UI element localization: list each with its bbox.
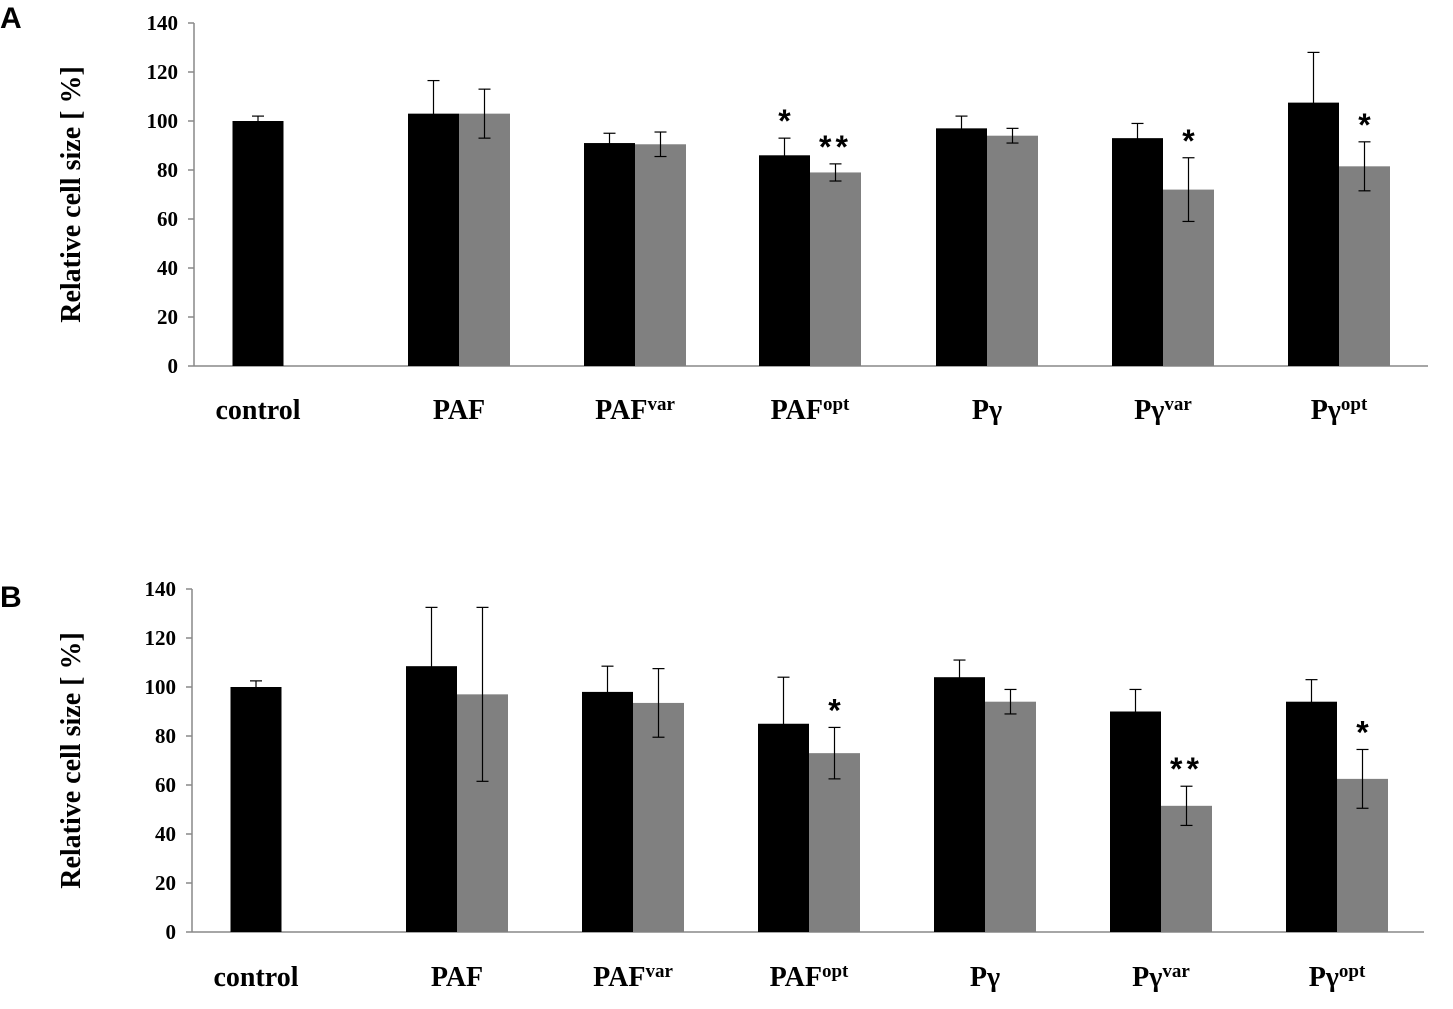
y-axis-label: Relative cell size [ %] [56, 66, 87, 323]
y-tick-label: 120 [145, 626, 177, 650]
y-tick-label: 120 [147, 60, 179, 84]
y-tick-label: 80 [157, 158, 178, 182]
bar-series1 [1112, 138, 1163, 366]
y-tick-label: 40 [155, 822, 176, 846]
bar-series1 [582, 691, 633, 932]
bar-series1 [230, 687, 282, 932]
x-category-label: Pγopt [1309, 961, 1366, 993]
x-category-label: PAFopt [770, 961, 849, 993]
x-category-label: PAFvar [593, 961, 673, 993]
bar-series2 [810, 172, 861, 366]
significance-marker: * [778, 103, 791, 139]
panel-letter: A [0, 2, 22, 35]
bar-series1 [1110, 711, 1161, 932]
x-category-label: Pγ [970, 962, 1000, 993]
y-tick-label: 0 [166, 920, 177, 944]
significance-marker: * [828, 692, 841, 728]
bar-series2 [635, 144, 686, 366]
bar-series1 [934, 677, 985, 932]
y-tick-label: 140 [147, 11, 179, 35]
y-tick-label: 60 [157, 207, 178, 231]
bar-series2 [809, 753, 860, 932]
significance-marker: * [1358, 107, 1371, 143]
significance-marker: ** [1170, 751, 1203, 787]
bar-series1 [759, 155, 810, 366]
bar-series1 [232, 121, 284, 366]
x-category-label: Pγvar [1132, 961, 1190, 993]
y-axis-label: Relative cell size [ %] [56, 632, 87, 889]
y-tick-label: 80 [155, 724, 176, 748]
y-tick-label: 40 [157, 256, 178, 280]
y-tick-label: 60 [155, 773, 176, 797]
bar-series2 [459, 113, 510, 367]
chart-panel-b: B 0 20 40 60 80 100 120 140 Relative cell size [ … [0, 577, 1424, 993]
significance-marker: ** [819, 129, 852, 165]
x-category-label: PAFopt [771, 394, 850, 426]
bar-series2 [1339, 166, 1390, 366]
chart-panel-a: A 0 20 40 60 80 100 120 140 Relative cell size [ … [0, 2, 1428, 426]
x-category-label: Pγvar [1134, 394, 1192, 426]
significance-marker: * [1356, 714, 1369, 750]
x-category-label: PAFvar [595, 394, 675, 426]
bar-series2 [1161, 805, 1212, 932]
x-category-label: Pγ [972, 395, 1002, 426]
bar-series1 [408, 113, 459, 367]
significance-marker: * [1182, 123, 1195, 159]
bar-series1 [1286, 701, 1337, 932]
y-tick-label: 100 [147, 109, 179, 133]
panel-letter: B [0, 581, 22, 614]
y-tick-label: 20 [157, 305, 178, 329]
bar-series2 [987, 135, 1038, 366]
x-category-label: control [215, 395, 300, 426]
x-category-label: PAF [431, 962, 483, 993]
bar-series1 [936, 128, 987, 366]
x-category-label: Pγopt [1311, 394, 1368, 426]
bar-series2 [985, 701, 1036, 932]
y-tick-label: 100 [145, 675, 177, 699]
bar-series1 [584, 143, 635, 366]
y-tick-label: 0 [168, 354, 179, 378]
bar-series2 [633, 702, 684, 932]
x-category-label: PAF [433, 395, 485, 426]
y-tick-label: 20 [155, 871, 176, 895]
x-category-label: control [213, 962, 298, 993]
y-tick-label: 140 [145, 577, 177, 601]
